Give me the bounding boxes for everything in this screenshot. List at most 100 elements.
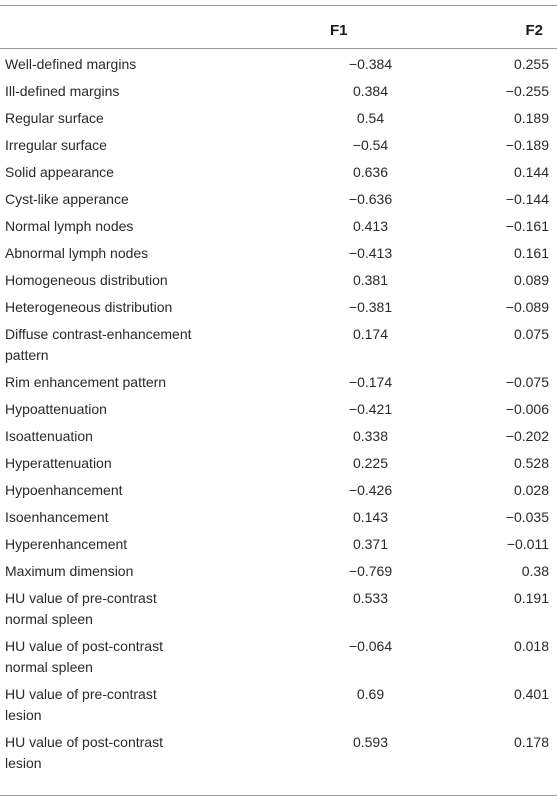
row-label-text: Well-defined margins: [5, 56, 137, 72]
row-label-text: Cyst-like apperance: [5, 191, 129, 207]
f1-value: −0.636: [348, 191, 393, 207]
row-label-text: Isoattenuation: [5, 428, 93, 444]
f2-value: 0.528: [513, 455, 549, 471]
f2-value: 0.075: [513, 326, 549, 342]
f2-value: −0.255: [505, 83, 549, 99]
f1-value: 0.593: [352, 734, 389, 750]
row-label: Hyperenhancement: [0, 529, 320, 556]
f1-value: 0.143: [352, 509, 389, 525]
row-label: Solid appearance: [0, 157, 320, 184]
table-row: HU value of pre-contrast normal spleen 0.…: [0, 583, 557, 631]
table-row: Isoattenuation 0.338 −0.202: [0, 421, 557, 448]
f2-value: 0.144: [513, 164, 549, 180]
row-label: Hypoattenuation: [0, 394, 320, 421]
row-label-text: Hyperenhancement: [5, 536, 128, 552]
f1-value: 0.69: [356, 686, 385, 702]
f1-value: −0.174: [348, 374, 393, 390]
f1-value: −0.421: [348, 401, 393, 417]
row-label-text: HU value of pre-contrast lesion: [5, 686, 157, 723]
loadings-table: F1 F2 Well-defined margins −0.384 0.255 Ill…: [0, 6, 557, 775]
f2-value: −0.144: [505, 191, 549, 207]
f2-value: 0.189: [513, 110, 549, 126]
row-label-text: Rim enhancement pattern: [5, 374, 167, 390]
table-row: Maximum dimension −0.769 0.38: [0, 556, 557, 583]
row-label: Isoenhancement: [0, 502, 320, 529]
f1-value: 0.636: [352, 164, 389, 180]
row-label-text: Homogeneous distribution: [5, 272, 168, 288]
table-row: Normal lymph nodes 0.413 −0.161: [0, 211, 557, 238]
f2-value: −0.006: [505, 401, 549, 417]
table-body: Well-defined margins −0.384 0.255 Ill-defin…: [0, 49, 557, 776]
row-label-text: Isoenhancement: [5, 509, 109, 525]
row-label-text: Regular surface: [5, 110, 104, 126]
row-label-text: HU value of post-contrast lesion: [5, 734, 163, 771]
row-label-text: HU value of post-contrast normal spleen: [5, 638, 163, 675]
row-label-text: Maximum dimension: [5, 563, 134, 579]
f1-value: −0.413: [348, 245, 393, 261]
f1-value: 0.371: [352, 536, 389, 552]
table-row: Irregular surface −0.54 −0.189: [0, 130, 557, 157]
table-row: Diffuse contrast-enhancement pattern 0.17…: [0, 319, 557, 367]
row-label-text: Diffuse contrast-enhancement pattern: [5, 326, 192, 363]
table-row: Solid appearance 0.636 0.144: [0, 157, 557, 184]
table-row: Heterogeneous distribution −0.381 −0.089: [0, 292, 557, 319]
row-label: Hypoenhancement: [0, 475, 320, 502]
row-label-text: Normal lymph nodes: [5, 218, 134, 234]
row-label-text: Abnormal lymph nodes: [5, 245, 149, 261]
row-label: Normal lymph nodes: [0, 211, 320, 238]
table-row: HU value of post-contrast normal spleen −…: [0, 631, 557, 679]
f2-value: −0.075: [505, 374, 549, 390]
table-header: F1 F2: [0, 6, 557, 49]
f2-value: −0.011: [506, 536, 549, 552]
table-row: Homogeneous distribution 0.381 0.089: [0, 265, 557, 292]
row-label: Irregular surface: [0, 130, 320, 157]
table-row: Hyperenhancement 0.371 −0.011: [0, 529, 557, 556]
header-f2: F2: [460, 6, 557, 49]
table-bottom-rule: [0, 795, 557, 796]
row-label: Rim enhancement pattern: [0, 367, 320, 394]
row-label-text: Ill-defined margins: [5, 83, 120, 99]
f2-value: 0.191: [513, 590, 549, 606]
row-label-text: Hypoenhancement: [5, 482, 123, 498]
f2-value: −0.189: [505, 137, 549, 153]
row-label: HU value of pre-contrast lesion: [0, 679, 320, 727]
f1-value: 0.338: [352, 428, 389, 444]
f1-value: 0.225: [352, 455, 389, 471]
row-label: Abnormal lymph nodes: [0, 238, 320, 265]
f2-value: −0.161: [505, 218, 549, 234]
row-label-text: Solid appearance: [5, 164, 114, 180]
f1-value: −0.381: [348, 299, 393, 315]
table-row: Abnormal lymph nodes −0.413 0.161: [0, 238, 557, 265]
row-label-text: Heterogeneous distribution: [5, 299, 173, 315]
row-label: Well-defined margins: [0, 49, 320, 77]
table-row: Hypoattenuation −0.421 −0.006: [0, 394, 557, 421]
header-f1: F1: [320, 6, 460, 49]
table-row: Well-defined margins −0.384 0.255: [0, 49, 557, 77]
f1-value: −0.769: [348, 563, 393, 579]
row-label-text: Irregular surface: [5, 137, 107, 153]
row-label: HU value of pre-contrast normal spleen: [0, 583, 320, 631]
row-label-text: HU value of pre-contrast normal spleen: [5, 590, 157, 627]
f1-value: 0.384: [352, 83, 389, 99]
table-top-rule: [0, 5, 557, 6]
row-label: HU value of post-contrast normal spleen: [0, 631, 320, 679]
f2-value: 0.38: [521, 563, 549, 579]
f2-value: 0.028: [513, 482, 549, 498]
row-label: Cyst-like apperance: [0, 184, 320, 211]
f1-value: 0.54: [356, 110, 385, 126]
row-label: Heterogeneous distribution: [0, 292, 320, 319]
f2-value: 0.018: [513, 638, 549, 654]
header-label-cell: [0, 6, 320, 49]
row-label: Homogeneous distribution: [0, 265, 320, 292]
header-row: F1 F2: [0, 6, 557, 49]
f1-value: −0.426: [348, 482, 393, 498]
f2-value: −0.035: [505, 509, 549, 525]
table-row: Rim enhancement pattern −0.174 −0.075: [0, 367, 557, 394]
f2-value: 0.089: [513, 272, 549, 288]
row-label-text: Hyperattenuation: [5, 455, 112, 471]
f2-value: −0.202: [505, 428, 549, 444]
row-label-text: Hypoattenuation: [5, 401, 107, 417]
f2-value: 0.401: [513, 686, 549, 702]
table-row: Hypoenhancement −0.426 0.028: [0, 475, 557, 502]
table-row: HU value of post-contrast lesion 0.593 0.1…: [0, 727, 557, 775]
